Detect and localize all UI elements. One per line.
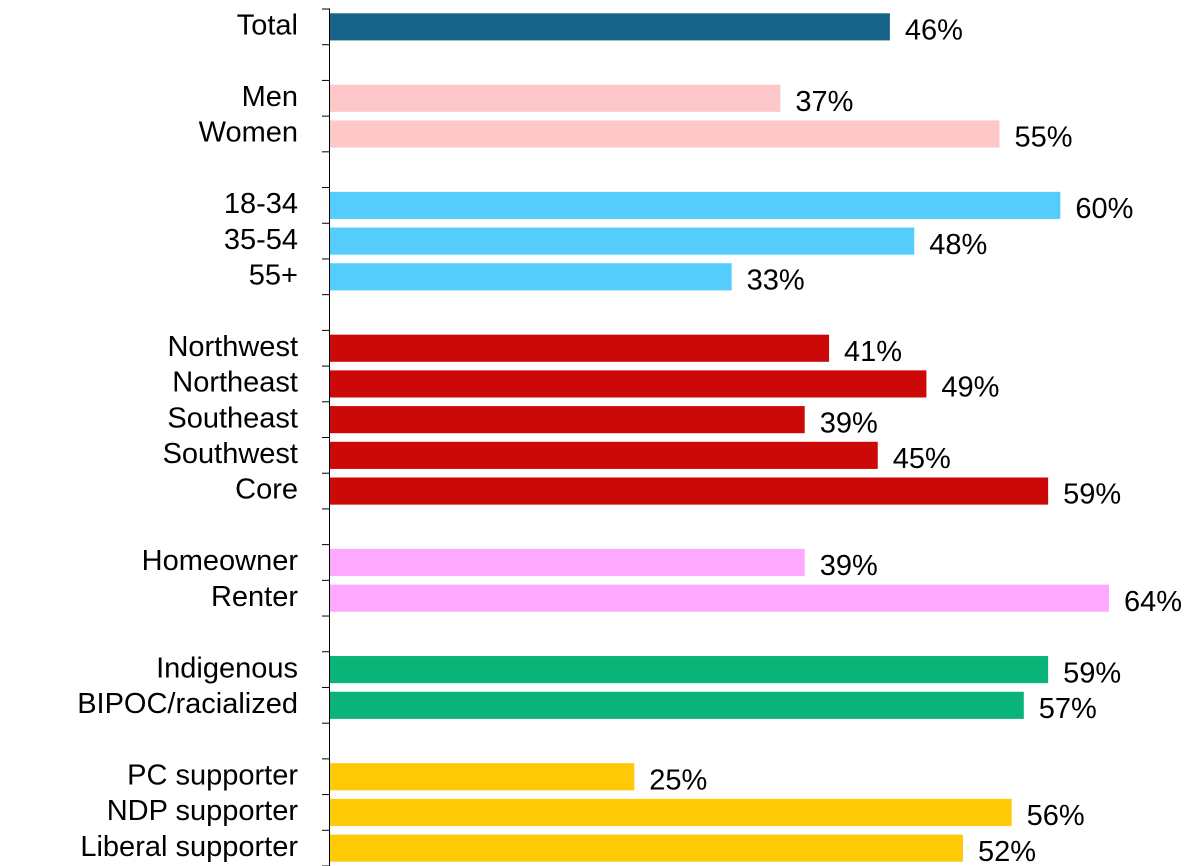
value-label: 52% [978, 836, 1036, 866]
bar [330, 370, 927, 398]
bar [330, 584, 1109, 612]
value-label: 46% [905, 15, 963, 47]
category-label: 35-54 [224, 224, 298, 256]
category-label: 55+ [249, 259, 298, 291]
bar [330, 191, 1061, 219]
value-label: 56% [1027, 800, 1085, 832]
value-label: 39% [820, 550, 878, 582]
value-label: 25% [649, 764, 707, 796]
category-label: NDP supporter [107, 795, 299, 827]
category-label: BIPOC/racialized [77, 688, 298, 720]
bar [330, 691, 1024, 719]
bar [330, 798, 1012, 827]
bar [330, 120, 1000, 148]
value-label: 48% [929, 229, 987, 261]
bar [330, 263, 732, 291]
category-label: Women [199, 117, 298, 149]
value-label: 60% [1075, 193, 1133, 225]
category-label: Southeast [167, 402, 298, 434]
value-label: 64% [1124, 586, 1182, 618]
value-label: 45% [893, 443, 951, 475]
value-label: 49% [941, 372, 999, 404]
category-label: Homeowner [142, 545, 299, 577]
bar [330, 334, 830, 362]
value-label: 57% [1039, 693, 1097, 725]
category-label: PC supporter [127, 759, 298, 791]
bar [330, 441, 878, 469]
bar [330, 763, 635, 791]
value-label: 59% [1063, 657, 1121, 689]
category-label: Core [235, 474, 298, 506]
category-label: Total [237, 10, 298, 42]
bar [330, 227, 915, 255]
bar [330, 13, 890, 41]
value-label: 59% [1063, 479, 1121, 511]
bar [330, 84, 781, 112]
bar [330, 834, 963, 862]
bar [330, 477, 1049, 505]
value-label: 39% [820, 407, 878, 439]
category-label: 18-34 [224, 188, 298, 220]
bar [330, 406, 805, 434]
category-label: Indigenous [156, 652, 298, 684]
category-label: Northeast [172, 367, 298, 399]
value-label: 37% [795, 86, 853, 118]
bar [330, 548, 805, 577]
category-label: Liberal supporter [80, 831, 298, 863]
bar [330, 656, 1049, 684]
value-label: 55% [1014, 122, 1072, 154]
category-label: Men [242, 81, 298, 113]
value-label: 33% [747, 264, 805, 296]
category-label: Southwest [163, 438, 298, 470]
category-label: Renter [211, 581, 298, 613]
value-label: 41% [844, 336, 902, 368]
category-label: Northwest [167, 331, 298, 363]
